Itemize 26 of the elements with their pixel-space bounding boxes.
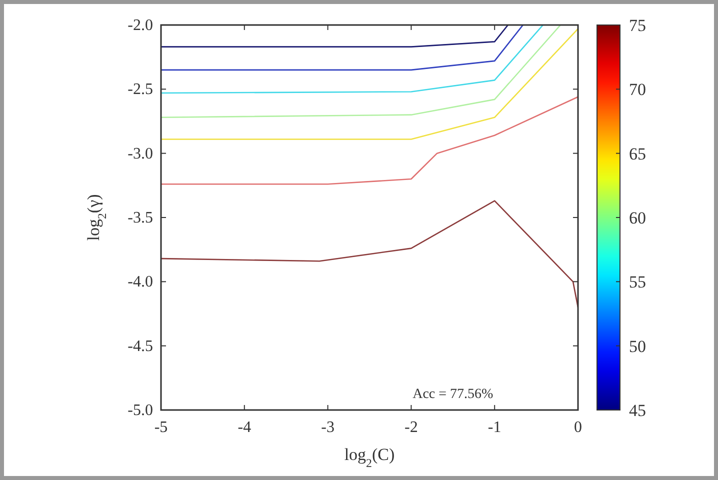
- color-bar-label: 60: [629, 208, 646, 228]
- y-tick-label: -5.0: [128, 402, 153, 419]
- line-series: [161, 200, 578, 308]
- y-tick-label: -2.0: [128, 17, 153, 34]
- color-bar-label: 70: [629, 80, 646, 100]
- y-tick-label: -2.5: [128, 81, 153, 98]
- y-tick-label: -3.5: [128, 210, 153, 226]
- x-tick-label: -2: [404, 419, 418, 436]
- x-tick-label: 0: [574, 419, 582, 436]
- color-bar-label: 45: [629, 401, 646, 420]
- color-bar-label: 75: [629, 16, 646, 35]
- line-series: [161, 25, 562, 118]
- x-tick-label: -1: [488, 419, 502, 436]
- y-tick-label: -4.5: [128, 338, 153, 355]
- annotation: Acc = 77.56%: [412, 387, 494, 402]
- x-axis-title: log$_{2}$(C): [344, 445, 395, 470]
- x-tick-label: -4: [238, 419, 252, 436]
- x-tick-label: -3: [321, 419, 334, 436]
- line-series: [161, 96, 578, 185]
- line-series: [161, 25, 544, 94]
- y-tick-label: -3.0: [128, 145, 153, 162]
- color-bar-label: 55: [629, 272, 646, 292]
- y-tick-label: -4.0: [128, 274, 153, 291]
- color-bar-label: 50: [629, 336, 646, 356]
- color-bar-label: 65: [629, 144, 646, 164]
- x-tick-label: -5: [154, 419, 168, 436]
